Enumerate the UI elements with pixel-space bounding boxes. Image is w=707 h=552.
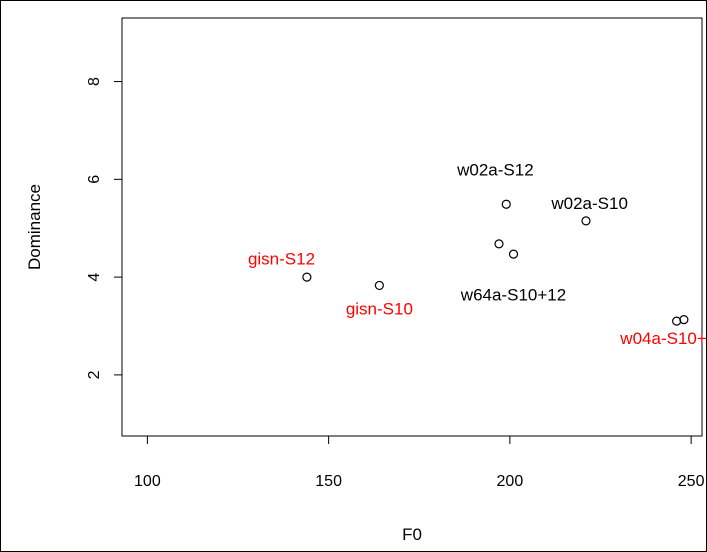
data-point bbox=[302, 272, 312, 282]
point-label: w02a-S12 bbox=[456, 161, 534, 180]
data-point bbox=[501, 199, 511, 209]
data-point bbox=[508, 249, 519, 259]
y-tick-label: 6 bbox=[86, 175, 103, 184]
y-axis-title: Dominance bbox=[25, 184, 44, 270]
point-label: w02a-S10 bbox=[550, 194, 628, 213]
data-point bbox=[374, 280, 384, 291]
x-tick-label: 250 bbox=[678, 473, 705, 490]
point-label: w04a-S10+12 bbox=[619, 329, 707, 348]
x-tick-label: 150 bbox=[315, 473, 342, 490]
point-label: gisn-S12 bbox=[248, 250, 315, 269]
x-axis-title: F0 bbox=[402, 525, 422, 544]
y-tick-label: 4 bbox=[86, 273, 103, 282]
data-point bbox=[494, 239, 504, 249]
data-point bbox=[581, 216, 591, 226]
y-tick-label: 8 bbox=[86, 77, 103, 86]
point-label: w64a-S10+12 bbox=[460, 286, 566, 305]
x-axis: 100 150 200 250 bbox=[134, 435, 705, 490]
point-label: gisn-S10 bbox=[346, 299, 413, 318]
y-tick-label: 2 bbox=[86, 370, 103, 379]
x-tick-label: 200 bbox=[497, 473, 524, 490]
point-labels: gisn-S12 gisn-S10 w64a-S10+12 w02a-S12 w02a-… bbox=[248, 161, 707, 349]
y-axis: 2 4 6 8 bbox=[86, 77, 123, 379]
data-point bbox=[679, 315, 689, 325]
x-tick-label: 100 bbox=[134, 473, 161, 490]
data-points bbox=[302, 199, 689, 326]
